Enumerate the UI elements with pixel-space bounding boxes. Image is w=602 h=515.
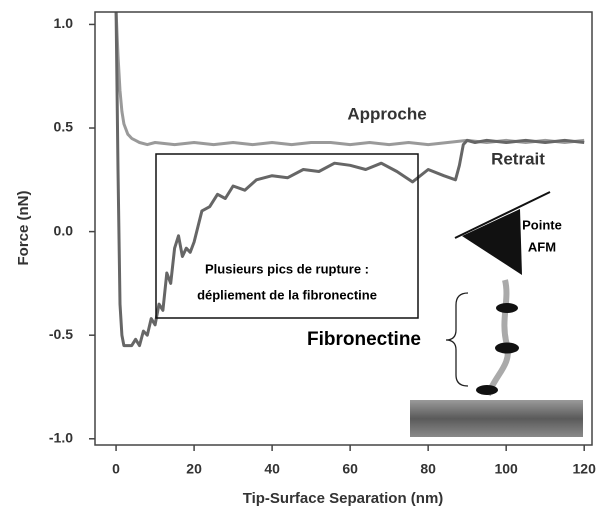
annotation-text: Plusieurs pics de rupture : <box>205 261 369 276</box>
x-tick-label: 80 <box>420 461 436 477</box>
series-label: Approche <box>347 104 426 123</box>
x-axis-label: Tip-Surface Separation (nm) <box>243 490 444 507</box>
x-tick-label: 60 <box>342 461 358 477</box>
brace <box>445 292 469 387</box>
annotation-text: AFM <box>528 239 556 254</box>
annotation-box <box>155 153 419 319</box>
afm-tip <box>462 209 522 275</box>
plot-frame <box>94 11 593 446</box>
substrate <box>410 400 583 437</box>
y-axis-label: Force (nN) <box>15 190 32 265</box>
x-tick-label: 20 <box>186 461 202 477</box>
y-tick-label: 0.0 <box>54 222 74 238</box>
x-tick-label: 40 <box>264 461 280 477</box>
y-tick-label: -0.5 <box>49 326 73 342</box>
cantilever <box>454 191 551 239</box>
x-tick-label: 120 <box>573 461 597 477</box>
y-tick-label: 0.5 <box>54 119 74 135</box>
protein-chain <box>485 279 511 397</box>
x-tick-label: 100 <box>494 461 518 477</box>
x-tick-label: 0 <box>112 461 120 477</box>
y-tick-label: -1.0 <box>49 429 73 445</box>
y-tick-label: 1.0 <box>54 15 74 31</box>
series-label: Retrait <box>491 149 545 168</box>
annotation-text: Pointe <box>522 217 562 232</box>
annotation-text: dépliement de la fibronectine <box>197 287 377 302</box>
series-line <box>114 11 585 348</box>
protein-domain <box>476 385 498 395</box>
series-line <box>114 11 585 147</box>
protein-domain <box>495 342 519 354</box>
annotation-text: Fibronectine <box>307 329 421 350</box>
protein-domain <box>496 303 518 313</box>
